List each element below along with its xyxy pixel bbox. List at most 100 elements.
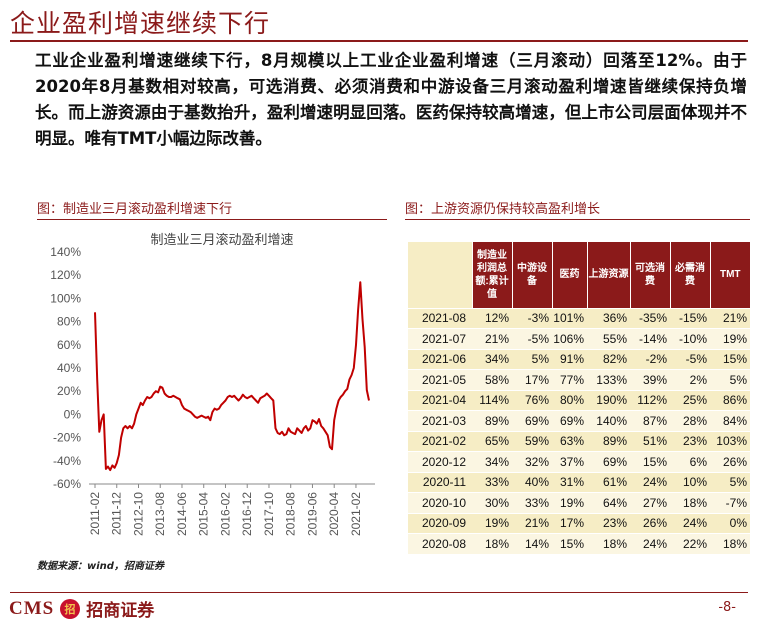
table-cell-value: 15%	[630, 451, 670, 472]
table-cell-value: 24%	[630, 471, 670, 493]
y-tick-label: 60%	[57, 338, 81, 352]
table-row: 2021-05 58% 17% 77% 133% 39% 2% 5%	[408, 369, 750, 390]
table-cell-value: 84%	[710, 410, 750, 431]
table-cell-value: 10%	[670, 471, 710, 493]
table-cell-value: 26%	[710, 451, 750, 472]
x-tick-label: 2011-02	[88, 492, 102, 535]
company-name: 招商证券	[86, 601, 155, 621]
table-cell-value: 77%	[552, 369, 587, 390]
table-row: 2021-07 21% -5% 106% 55% -14% -10% 19%	[408, 328, 750, 349]
table-cell-date: 2020-12	[408, 451, 472, 472]
x-tick-label: 2013-08	[153, 492, 167, 536]
x-tick-label: 2016-02	[218, 492, 232, 536]
table-row: 2021-06 34% 5% 91% 82% -2% -5% 15%	[408, 348, 750, 370]
table-cell-value: 51%	[630, 430, 670, 452]
table-cell-value: 87%	[630, 410, 670, 431]
table-body: 2021-08 12% -3% 101% 36% -35% -15% 21% 2021-07 21…	[408, 307, 750, 554]
page-title: 企业盈利增速继续下行	[10, 9, 271, 38]
table-row: 2021-04 114% 76% 80% 190% 112% 25% 86%	[408, 389, 750, 411]
table-cell-value: 22%	[670, 533, 710, 554]
table-row: 2020-08 18% 14% 15% 18% 24% 22% 18%	[408, 533, 750, 554]
table-cell-value: 26%	[630, 512, 670, 534]
table-header-corner	[408, 242, 472, 308]
table-cell-value: 18%	[472, 533, 512, 554]
table-cell-value: 23%	[587, 512, 630, 534]
table-cell-value: 190%	[587, 389, 630, 411]
table-cell-value: 55%	[587, 328, 630, 349]
table-header-cell: 制造业利润总额:累计值	[471, 242, 512, 308]
table-cell-value: 17%	[512, 369, 552, 390]
y-tick-label: 20%	[57, 384, 81, 398]
table-cell-value: 23%	[670, 430, 710, 452]
table-cell-value: 18%	[670, 492, 710, 513]
table-cell-value: 91%	[552, 348, 587, 370]
table-cell-value: 5%	[512, 348, 552, 370]
data-source-note: 数据来源：wind，招商证券	[37, 561, 164, 572]
table-cell-value: -5%	[512, 328, 552, 349]
table-cell-value: 69%	[587, 451, 630, 472]
table-header-cell: 医药	[551, 242, 587, 308]
table-row: 2020-12 34% 32% 37% 69% 15% 6% 26%	[408, 451, 750, 472]
table-header-row: 制造业利润总额:累计值 中游设备 医药 上游资源 可选消费 必需消费 TMT	[408, 242, 750, 308]
table-cell-value: 106%	[552, 328, 587, 349]
table-cell-value: 21%	[710, 307, 750, 329]
table-row: 2020-11 33% 40% 31% 61% 24% 10% 5%	[408, 471, 750, 493]
table-cell-value: 19%	[472, 512, 512, 534]
table-header-cell: 必需消费	[669, 242, 710, 308]
x-tick-label: 2015-04	[197, 492, 211, 536]
x-tick-label: 2016-12	[240, 492, 254, 536]
x-tick-label: 2012-10	[131, 492, 145, 536]
table-cell-value: -14%	[630, 328, 670, 349]
y-tick-label: 140%	[50, 245, 81, 259]
table-cell-value: 59%	[512, 430, 552, 452]
table-cell-value: 19%	[552, 492, 587, 513]
table-cell-value: 18%	[710, 533, 750, 554]
table-cell-value: 18%	[587, 533, 630, 554]
y-tick-label: -60%	[53, 477, 81, 491]
table-cell-value: 15%	[710, 348, 750, 370]
table-cell-value: 5%	[710, 471, 750, 493]
svg-text:招: 招	[65, 602, 76, 616]
table-cell-value: -10%	[670, 328, 710, 349]
table-cell-value: 133%	[587, 369, 630, 390]
y-tick-label: -20%	[53, 431, 81, 445]
table-cell-value: -5%	[670, 348, 710, 370]
y-tick-label: 0%	[64, 407, 82, 421]
page-number: -8-	[718, 600, 736, 615]
table-cell-date: 2021-04	[408, 389, 472, 411]
table-cell-value: 114%	[472, 389, 512, 411]
table-cell-value: 76%	[512, 389, 552, 411]
table-cell-value: 80%	[552, 389, 587, 411]
table-cell-date: 2021-03	[408, 410, 472, 431]
x-axis: 2011-02 2011-12 2012-10 2013-08 2014-06 2015-…	[88, 484, 363, 536]
table-cell-value: 36%	[587, 307, 630, 329]
table-row: 2021-03 89% 69% 69% 140% 87% 28% 84%	[408, 410, 750, 431]
table-cell-value: -15%	[670, 307, 710, 329]
table-cell-value: 69%	[512, 410, 552, 431]
table-header-cell: 可选消费	[629, 242, 670, 308]
table-cell-value: 17%	[552, 512, 587, 534]
left-caption-divider	[37, 219, 387, 220]
y-tick-label: 100%	[50, 291, 81, 305]
y-tick-label: 120%	[50, 268, 81, 282]
logo-text: CMS	[9, 597, 55, 619]
table-cell-value: 24%	[630, 533, 670, 554]
right-figure-caption: 图：上游资源仍保持较高盈利增长	[405, 202, 601, 217]
table-cell-value: 33%	[512, 492, 552, 513]
table-cell-value: 64%	[587, 492, 630, 513]
line-chart: 制造业三月滚动盈利增速 140% 120% 100% 80% 60% 40% 20% 0% -2…	[37, 222, 387, 552]
table-cell-date: 2021-07	[408, 328, 472, 349]
chart-title: 制造业三月滚动盈利增速	[150, 232, 293, 248]
table-row: 2020-10 30% 33% 19% 64% 27% 18% -7%	[408, 492, 750, 513]
table-cell-value: 89%	[472, 410, 512, 431]
table-cell-value: 82%	[587, 348, 630, 370]
logo-mark-icon: 招	[60, 598, 81, 619]
table-cell-value: 31%	[552, 471, 587, 493]
table-cell-value: 34%	[472, 451, 512, 472]
y-tick-label: -40%	[53, 454, 81, 468]
left-figure-caption: 图：制造业三月滚动盈利增速下行	[37, 202, 233, 217]
table-header-cell: TMT	[709, 242, 750, 308]
profit-growth-table: 制造业利润总额:累计值 中游设备 医药 上游资源 可选消费 必需消费 TMT 2021-08…	[408, 242, 750, 554]
table-cell-value: 32%	[512, 451, 552, 472]
table-cell-value: 6%	[670, 451, 710, 472]
